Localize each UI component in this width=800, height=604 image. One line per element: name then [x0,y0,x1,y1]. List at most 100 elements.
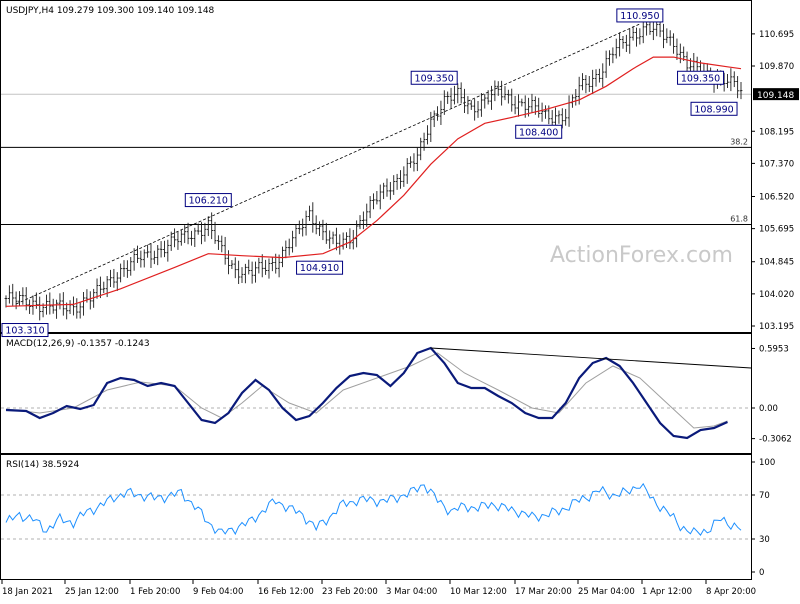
swing-label-6: 109.350 [677,70,725,85]
candle-49 [169,231,173,251]
main-y-tick-label-5: 106.520 [759,192,794,202]
watermark: ActionForex.com [550,243,733,268]
swing-label-text: 109.350 [415,73,454,84]
candle-14 [51,298,55,314]
candle-102 [348,228,352,250]
candle-199 [675,38,679,60]
swing-label-text: 108.400 [519,127,558,138]
candle-50 [173,228,176,248]
candle-4 [18,291,21,306]
candle-72 [247,259,251,275]
candle-195 [662,23,665,49]
candle-10 [38,296,42,321]
candle-117 [399,170,402,189]
candle-144 [490,85,493,110]
candle-35 [122,260,126,277]
candle-133 [453,85,456,105]
candle-131 [446,91,450,104]
candle-152 [517,94,520,117]
rsi-line [5,482,742,536]
candle-166 [564,108,568,126]
candle-196 [665,28,669,44]
swing-label-box [410,70,458,85]
candle-66 [227,250,230,275]
macd-title: MACD(12,26,9) -0.1357 -0.1243 [6,339,150,349]
candle-173 [587,75,591,92]
candle-2 [11,283,15,306]
candle-143 [486,90,490,105]
rsi-y-tick-label-1: 70 [759,491,770,501]
candle-104 [355,220,359,248]
candle-159 [540,102,544,122]
candle-176 [597,68,601,83]
main-y-tick-label-0: 110.695 [759,30,794,40]
rsi-y-tick-label-3: 0 [759,568,764,578]
candle-45 [156,245,160,266]
candle-138 [469,100,473,110]
candle-92 [314,215,318,235]
current-price-label: 109.148 [757,91,794,101]
candle-130 [442,90,446,115]
candle-122 [415,147,419,172]
candle-148 [503,86,507,101]
candle-48 [166,239,170,262]
swing-label-5: 110.950 [616,8,664,23]
rsi-plot [1,482,751,540]
candle-140 [476,100,480,118]
candle-38 [132,248,136,271]
main-y-tick-label-6: 105.695 [759,225,794,235]
candle-189 [641,18,645,44]
candle-89 [304,210,308,236]
swing-label-2: 104.910 [296,260,344,275]
candle-83 [284,240,288,259]
candle-114 [388,181,392,200]
candle-156 [530,93,534,113]
candle-82 [281,246,284,268]
candle-129 [439,100,443,126]
candle-141 [479,93,483,117]
rsi-y-tick-label-0: 100 [759,458,775,468]
candle-198 [672,33,675,54]
candle-29 [102,281,106,294]
candle-97 [331,231,335,245]
candle-84 [287,238,291,256]
swing-label-box [690,101,738,116]
swing-label-box [515,124,563,139]
swing-label-text: 108.990 [694,104,733,115]
candle-116 [395,173,399,190]
candle-171 [581,73,584,91]
main-plot: 38.2 61.8 103.310 106.210 104.910 109.350 108.… [1,8,751,338]
candle-74 [254,261,257,283]
macd-y-tick-label-2: -0.3062 [759,435,792,445]
swing-label-box [184,193,232,208]
candle-88 [301,218,305,237]
candle-217 [736,76,740,99]
x-tick-label-11: 8 Apr 20:00 [706,587,756,597]
candle-177 [601,63,605,88]
candle-60 [206,216,210,237]
candle-61 [210,212,214,240]
swing-label-box [296,260,344,275]
main-y-tick-label-7: 104.845 [759,258,794,268]
candle-112 [382,182,386,200]
macd-plot [1,346,752,440]
candle-85 [291,230,294,253]
candle-44 [152,250,156,265]
candle-13 [48,292,52,315]
candle-64 [220,235,224,253]
candle-174 [591,69,595,94]
candle-76 [260,254,264,278]
candle-115 [392,175,396,195]
main-y-tick-label-3: 108.195 [759,127,794,137]
candle-163 [554,107,557,127]
candle-150 [510,88,514,112]
candle-184 [624,34,628,52]
candle-179 [608,50,611,66]
candle-134 [456,83,460,104]
candle-59 [203,222,207,242]
candle-121 [412,153,416,172]
candle-69 [237,260,241,284]
candle-21 [75,298,79,319]
candle-153 [520,98,524,107]
candle-110 [375,191,379,205]
